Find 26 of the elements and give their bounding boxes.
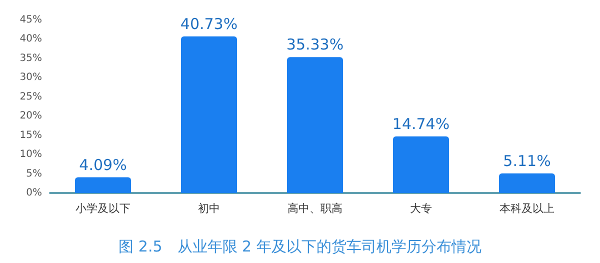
bar: [287, 57, 343, 193]
y-tick-label: 25%: [20, 91, 42, 102]
data-label: 35.33%: [286, 36, 344, 54]
x-tick-label: 大专: [410, 202, 432, 215]
bar: [75, 177, 131, 193]
x-tick-label: 小学及以下: [76, 202, 130, 215]
y-tick-label: 45%: [20, 14, 42, 26]
x-tick-label: 本科及以上: [500, 202, 554, 215]
data-label: 5.11%: [503, 152, 551, 170]
text: 图 2.5 从业年限 2 年及以下的货车司机学历分布情况: [118, 238, 482, 256]
y-tick-label: 0%: [26, 188, 42, 198]
x-tick-label: 高中、职高: [288, 202, 342, 215]
y-tick-label: 20%: [20, 110, 42, 122]
bar: [181, 36, 237, 193]
y-tick-label: 40%: [20, 34, 42, 45]
bar: [499, 173, 555, 193]
data-label: 14.74%: [392, 114, 450, 133]
y-tick-label: 10%: [20, 149, 42, 160]
y-tick-label: 5%: [26, 168, 42, 180]
data-label: 40.73%: [180, 14, 238, 33]
y-tick-label: 15%: [20, 130, 42, 141]
y-tick-label: 30%: [20, 72, 42, 84]
data-label: 4.09%: [79, 156, 127, 174]
x-tick-label: 初中: [198, 202, 220, 215]
y-tick-label: 35%: [20, 52, 42, 64]
bar: [393, 136, 449, 193]
